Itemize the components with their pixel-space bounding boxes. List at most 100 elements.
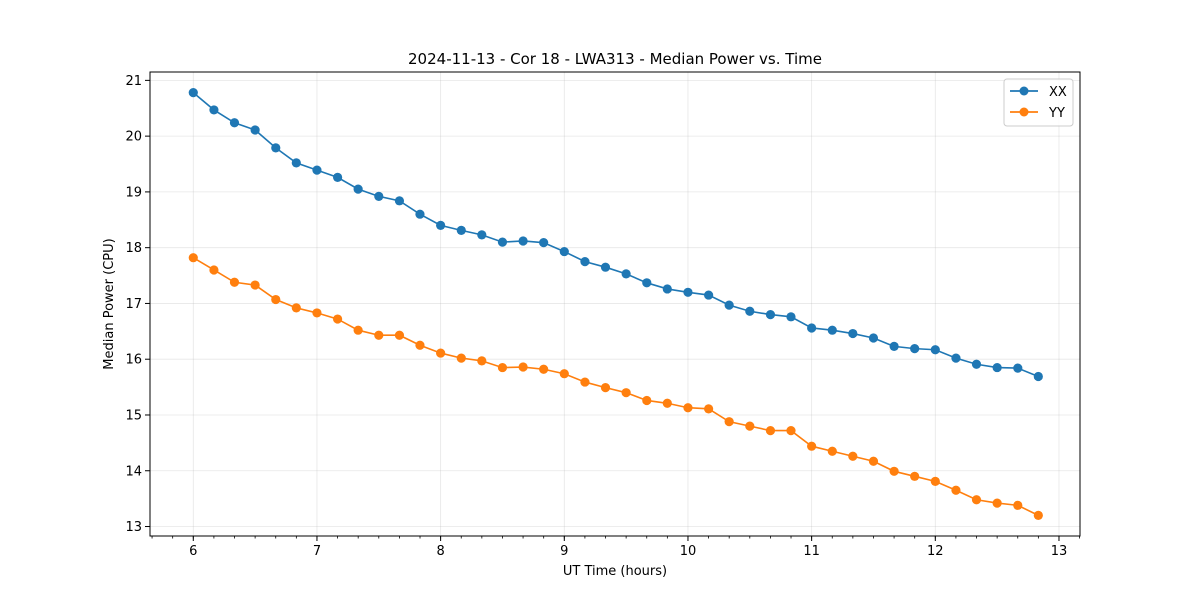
data-point-xx <box>786 312 796 322</box>
y-tick-label: 18 <box>125 241 142 256</box>
data-point-xx <box>848 328 858 339</box>
data-point-xx <box>539 238 549 248</box>
data-point-xx <box>971 359 982 369</box>
data-point-yy <box>539 364 549 374</box>
data-point-xx <box>250 125 260 135</box>
data-point-yy <box>353 325 363 335</box>
data-point-xx <box>704 290 714 300</box>
y-tick-label: 21 <box>125 74 142 89</box>
data-point-xx <box>559 246 569 257</box>
data-point-yy <box>1013 500 1023 510</box>
data-point-yy <box>394 330 405 340</box>
y-tick-label: 17 <box>125 297 142 312</box>
data-point-yy <box>229 277 240 287</box>
data-point-yy <box>188 253 198 263</box>
data-point-xx <box>477 230 487 240</box>
data-point-xx <box>889 341 899 351</box>
data-point-yy <box>333 314 343 324</box>
data-point-yy <box>930 476 940 486</box>
data-point-yy <box>910 471 920 481</box>
data-point-yy <box>868 456 879 466</box>
y-tick-label: 19 <box>125 185 142 200</box>
series-layer <box>188 88 1043 520</box>
data-point-yy <box>807 441 817 451</box>
data-point-xx <box>209 105 219 115</box>
data-point-xx <box>600 262 611 272</box>
legend-label-xx: XX <box>1049 85 1067 100</box>
data-point-xx <box>1013 363 1023 373</box>
data-point-xx <box>353 184 363 194</box>
y-tick-label: 14 <box>125 464 142 479</box>
x-axis-title: UT Time (hours) <box>563 564 667 579</box>
data-point-xx <box>745 306 755 316</box>
data-point-xx <box>271 143 281 153</box>
data-point-xx <box>456 225 466 235</box>
data-point-yy <box>477 356 487 366</box>
data-point-yy <box>704 404 714 414</box>
x-tick-label: 12 <box>927 544 944 559</box>
data-point-xx <box>642 278 652 288</box>
data-point-yy <box>600 383 611 393</box>
data-point-yy <box>642 395 652 406</box>
y-tick-label: 16 <box>125 353 142 368</box>
data-point-yy <box>415 340 425 350</box>
data-point-yy <box>250 280 260 290</box>
data-point-yy <box>786 425 796 436</box>
x-tick-label: 13 <box>1051 544 1068 559</box>
data-point-xx <box>374 191 384 201</box>
y-tick-label: 15 <box>125 408 142 423</box>
data-point-xx <box>868 333 879 343</box>
data-point-xx <box>621 269 631 279</box>
data-point-yy <box>889 466 899 476</box>
data-point-xx <box>807 323 817 333</box>
data-point-xx <box>518 236 528 246</box>
data-point-xx <box>497 237 508 247</box>
legend-label-yy: YY <box>1048 106 1065 121</box>
data-point-xx <box>683 287 693 297</box>
x-tick-label: 8 <box>436 544 444 559</box>
data-point-xx <box>188 88 198 98</box>
data-point-xx <box>436 220 446 230</box>
data-point-yy <box>951 485 961 495</box>
plot-frame <box>149 71 1081 537</box>
data-point-yy <box>992 498 1002 508</box>
data-point-yy <box>518 362 528 372</box>
data-point-xx <box>951 353 961 363</box>
data-point-yy <box>374 330 384 340</box>
data-point-yy <box>209 265 219 275</box>
data-point-yy <box>1033 510 1043 520</box>
data-point-yy <box>724 417 734 427</box>
y-axis-title: Median Power (CPU) <box>102 238 117 369</box>
data-point-yy <box>745 421 755 431</box>
data-point-yy <box>291 303 301 313</box>
grid <box>150 72 1080 536</box>
data-point-yy <box>497 362 508 373</box>
data-point-xx <box>992 362 1002 373</box>
data-point-xx <box>415 209 425 219</box>
data-point-xx <box>662 284 672 294</box>
x-tick-label: 7 <box>313 544 321 559</box>
legend-marker-yy <box>1019 107 1029 117</box>
data-point-yy <box>271 294 281 305</box>
data-point-yy <box>683 403 693 413</box>
data-point-yy <box>436 348 446 358</box>
data-point-xx <box>580 257 590 267</box>
data-point-yy <box>580 377 590 387</box>
data-point-xx <box>827 325 837 335</box>
x-tick-label: 9 <box>560 544 568 559</box>
ticks: 6 7 8 9 10 11 12 13 13 14 15 16 17 18 19 20 21 <box>125 74 1080 559</box>
data-point-xx <box>291 158 301 168</box>
data-point-yy <box>456 353 466 363</box>
y-tick-label: 20 <box>125 130 142 145</box>
data-point-xx <box>312 165 322 175</box>
data-point-yy <box>312 308 322 318</box>
data-point-xx <box>229 118 240 128</box>
data-point-xx <box>394 196 405 206</box>
data-point-xx <box>724 300 734 310</box>
data-point-yy <box>765 425 776 436</box>
data-point-xx <box>910 344 920 354</box>
data-point-yy <box>971 495 982 505</box>
data-point-yy <box>621 388 631 398</box>
data-point-yy <box>559 369 569 379</box>
